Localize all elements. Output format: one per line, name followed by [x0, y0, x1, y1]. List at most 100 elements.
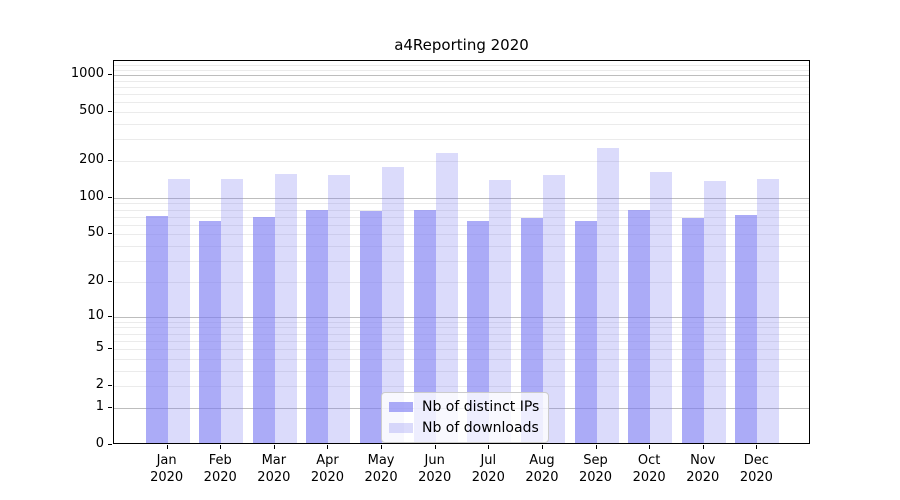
y-tick-label: 20: [87, 272, 104, 288]
gridline-minor: [114, 161, 809, 162]
y-tick-mark: [108, 406, 112, 408]
gridline-minor: [114, 216, 809, 218]
gridline-minor: [114, 358, 809, 360]
bar-downloads-dec: [757, 179, 780, 443]
bar-distinct-ips-oct: [628, 209, 651, 443]
gridline-minor: [114, 321, 809, 323]
x-tick-label: Jan 2020: [150, 453, 184, 485]
x-tick-mark: [381, 445, 383, 449]
plot-area: [113, 60, 810, 444]
bar-downloads-may: [382, 167, 405, 443]
chart-title: a4Reporting 2020: [394, 36, 529, 54]
bar-distinct-ips-nov: [681, 218, 704, 443]
y-tick-label: 1000: [70, 66, 104, 82]
gridline-minor: [114, 224, 809, 226]
y-tick-label: 50: [87, 225, 104, 241]
x-tick-label: Mar 2020: [257, 453, 291, 485]
gridline-minor: [114, 370, 809, 372]
gridline-minor: [114, 281, 809, 283]
gridline-major: [114, 75, 809, 77]
bar-downloads-jul: [489, 180, 512, 443]
y-tick-label: 200: [79, 152, 104, 167]
x-tick-mark: [756, 445, 758, 449]
legend-item-distinct-ips: Nb of distinct IPs: [389, 399, 539, 415]
legend: Nb of distinct IPs Nb of downloads: [381, 392, 550, 443]
gridline-minor: [114, 69, 809, 71]
bar-downloads-jun: [435, 152, 458, 443]
y-tick-label: 2: [95, 377, 104, 393]
bar-downloads-apr: [328, 175, 351, 443]
x-tick-label: Apr 2020: [310, 453, 344, 485]
x-tick-mark: [273, 445, 275, 449]
y-tick-mark: [108, 385, 112, 387]
gridline-minor: [114, 80, 809, 82]
bar-distinct-ips-apr: [306, 209, 329, 443]
y-tick-mark: [108, 444, 112, 445]
gridline-minor: [114, 333, 809, 335]
bar-distinct-ips-aug: [520, 218, 543, 443]
y-tick-mark: [108, 233, 112, 235]
y-tick-label: 1: [95, 398, 104, 414]
x-tick-mark: [649, 445, 651, 449]
x-tick-mark: [702, 445, 704, 449]
gridline-minor: [114, 209, 809, 211]
x-tick-label: Dec 2020: [739, 453, 773, 485]
bar-distinct-ips-mar: [252, 217, 275, 443]
x-tick-mark: [220, 445, 222, 449]
x-tick-label: Oct 2020: [632, 453, 666, 485]
y-tick-mark: [108, 348, 112, 350]
gridline-minor: [114, 349, 809, 351]
x-tick-mark: [434, 445, 436, 449]
gridline-minor: [114, 65, 809, 67]
gridline-minor: [114, 261, 809, 263]
x-tick-mark: [488, 445, 490, 449]
x-tick-label: May 2020: [364, 453, 398, 485]
legend-swatch-downloads: [389, 423, 413, 433]
gridline-minor: [114, 340, 809, 342]
bar-distinct-ips-jul: [467, 220, 490, 443]
gridline-minor: [114, 94, 809, 96]
y-tick-mark: [108, 74, 112, 76]
y-tick-mark: [108, 196, 112, 198]
legend-label-distinct-ips: Nb of distinct IPs: [422, 399, 540, 415]
gridline-minor: [114, 234, 809, 236]
legend-label-downloads: Nb of downloads: [422, 420, 539, 436]
bar-distinct-ips-sep: [574, 221, 597, 443]
gridline-minor: [114, 124, 809, 126]
bar-downloads-nov: [703, 181, 726, 443]
gridline-major: [114, 197, 809, 199]
y-tick-mark: [108, 280, 112, 282]
bar-downloads-jan: [167, 179, 190, 443]
y-tick-label: 0: [95, 436, 104, 451]
y-tick-mark: [108, 111, 112, 113]
bar-distinct-ips-may: [360, 211, 383, 443]
x-tick-mark: [327, 445, 329, 449]
bar-downloads-sep: [596, 148, 619, 443]
gridline-minor: [114, 112, 809, 114]
x-tick-mark: [166, 445, 168, 449]
gridline-minor: [114, 102, 809, 104]
bar-distinct-ips-jan: [145, 215, 168, 443]
gridline-minor: [114, 386, 809, 388]
bar-distinct-ips-jun: [413, 210, 436, 443]
gridline-minor: [114, 86, 809, 88]
gridline-major: [114, 316, 809, 318]
legend-item-downloads: Nb of downloads: [389, 420, 539, 436]
y-tick-mark: [108, 160, 112, 161]
bar-downloads-feb: [221, 179, 244, 443]
x-tick-label: Feb 2020: [203, 453, 237, 485]
gridline-minor: [114, 246, 809, 248]
y-tick-label: 5: [95, 340, 104, 356]
bar-downloads-mar: [274, 173, 297, 443]
gridline-minor: [114, 327, 809, 329]
x-tick-mark: [541, 445, 543, 449]
bar-downloads-aug: [542, 175, 565, 443]
y-tick-label: 500: [79, 103, 104, 119]
legend-swatch-distinct-ips: [389, 402, 413, 412]
x-tick-label: Jul 2020: [471, 453, 505, 485]
bar-distinct-ips-dec: [735, 215, 758, 443]
x-tick-label: Nov 2020: [686, 453, 720, 485]
x-tick-label: Jun 2020: [418, 453, 452, 485]
y-tick-label: 100: [79, 188, 104, 204]
